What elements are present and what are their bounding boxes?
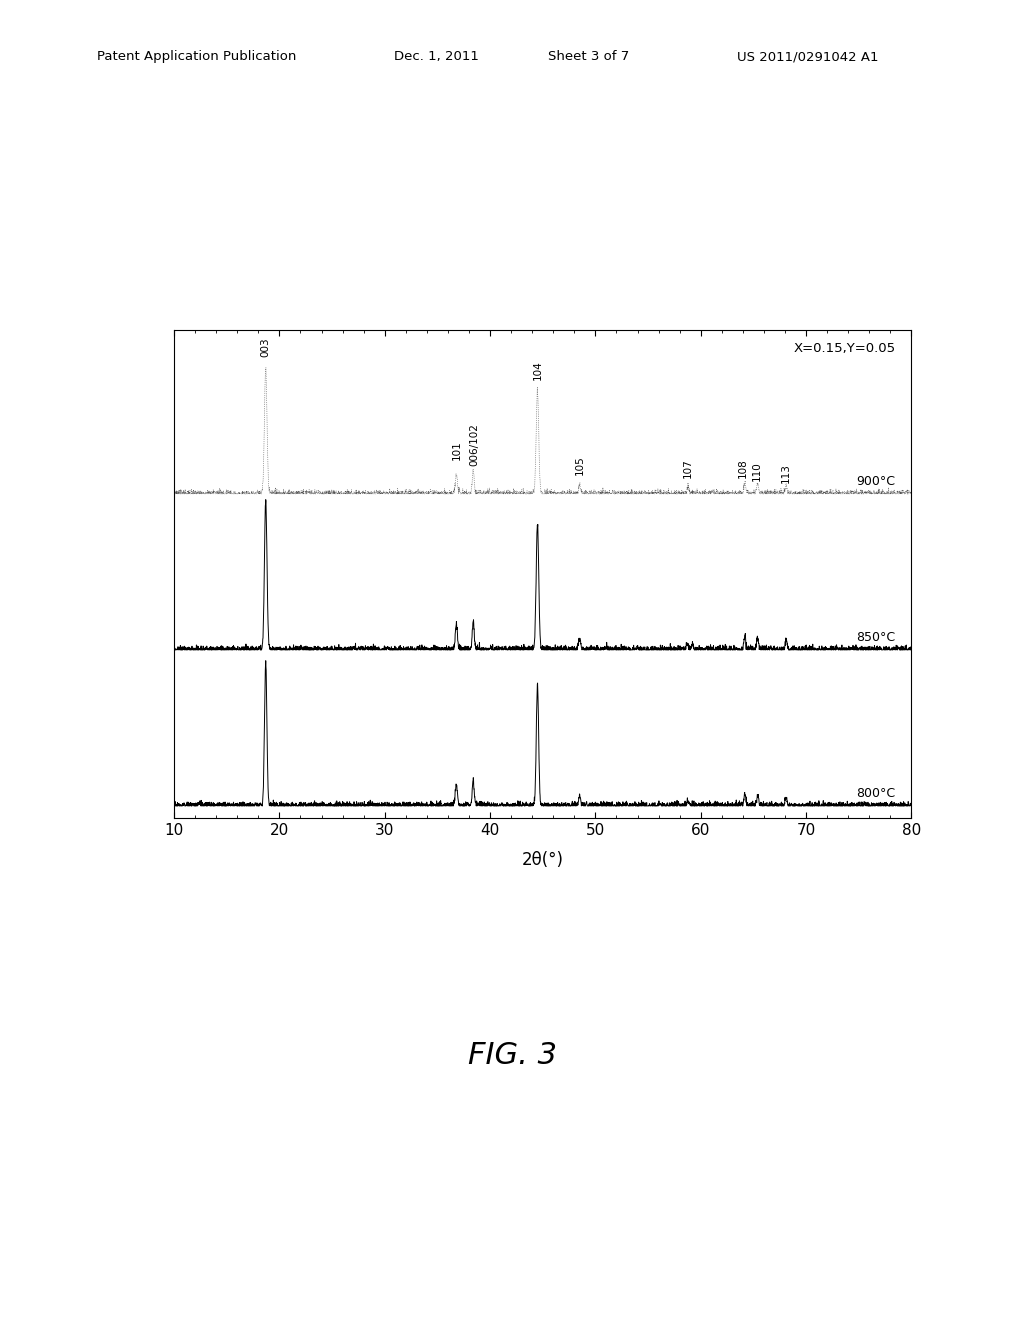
Text: 105: 105: [574, 455, 585, 475]
Text: Patent Application Publication: Patent Application Publication: [97, 50, 297, 63]
Text: 110: 110: [752, 462, 762, 482]
Text: Dec. 1, 2011: Dec. 1, 2011: [394, 50, 479, 63]
Text: US 2011/0291042 A1: US 2011/0291042 A1: [737, 50, 879, 63]
Text: FIG. 3: FIG. 3: [468, 1041, 556, 1071]
Text: 900°C: 900°C: [856, 475, 896, 487]
Text: 101: 101: [452, 440, 462, 459]
Text: 108: 108: [738, 458, 748, 478]
Text: X=0.15,Y=0.05: X=0.15,Y=0.05: [794, 342, 896, 355]
Text: Sheet 3 of 7: Sheet 3 of 7: [548, 50, 629, 63]
Text: 006/102: 006/102: [469, 422, 479, 466]
Text: 003: 003: [261, 337, 270, 356]
Text: 2θ(°): 2θ(°): [521, 851, 564, 870]
Text: 113: 113: [781, 463, 791, 483]
Text: 107: 107: [683, 458, 693, 478]
Text: 800°C: 800°C: [856, 787, 896, 800]
Text: 850°C: 850°C: [856, 631, 896, 644]
Text: 104: 104: [532, 360, 543, 380]
